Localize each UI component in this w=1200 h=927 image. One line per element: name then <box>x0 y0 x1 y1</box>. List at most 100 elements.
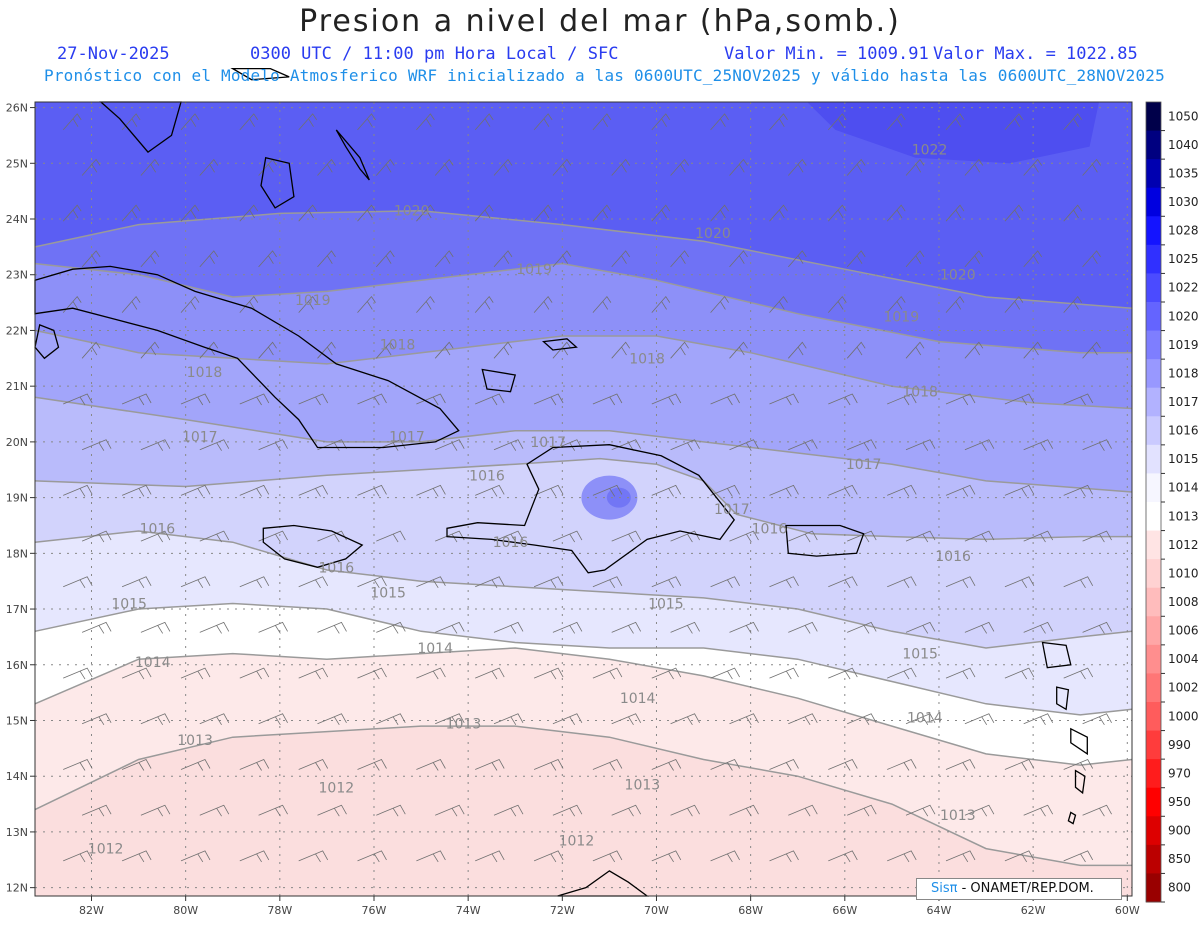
isobar-label: 1013 <box>177 733 213 749</box>
wind-barb <box>828 850 858 863</box>
lon-tick-label: 64W <box>927 904 952 917</box>
wind-barb <box>121 295 141 313</box>
wind-barb <box>298 204 318 222</box>
wind-barb <box>1063 393 1094 406</box>
coast-isle-of-youth <box>34 324 60 360</box>
wind-barb <box>416 295 435 313</box>
wind-barb <box>180 484 211 497</box>
wind-barb <box>475 576 505 589</box>
wind-barb <box>769 113 788 131</box>
color-bar-swatch <box>1146 530 1161 560</box>
color-bar-label: 1030 <box>1168 195 1199 209</box>
wind-barb <box>493 621 524 634</box>
max-value: Valor Max. = 1022.85 <box>933 44 1138 64</box>
lat-tick-label: 24N <box>6 213 28 226</box>
lon-tick-label: 68W <box>738 904 763 917</box>
pressure-band-9 <box>35 726 1132 896</box>
wind-barb <box>964 439 995 451</box>
wind-barb <box>1004 113 1024 131</box>
lat-tick-label: 23N <box>6 269 28 282</box>
wind-barb <box>1023 713 1054 726</box>
wind-barb <box>475 850 505 863</box>
color-bar-swatch <box>1146 130 1161 160</box>
wind-barb <box>887 667 917 680</box>
color-bar-label: 950 <box>1168 795 1191 809</box>
wind-barb <box>651 758 682 771</box>
wind-barb <box>376 804 406 817</box>
wind-barb <box>592 204 612 222</box>
wind-barb <box>180 758 211 771</box>
wind-barb <box>670 439 700 451</box>
wind-barb <box>769 667 799 680</box>
wind-barb <box>670 530 700 543</box>
wind-barb <box>1082 804 1112 817</box>
lat-tick-label: 22N <box>6 324 28 337</box>
wind-barb <box>651 850 682 863</box>
isobar-b1314 <box>34 647 1133 766</box>
wind-barb <box>552 804 583 817</box>
wind-barb <box>905 804 936 817</box>
wind-barb <box>1063 667 1094 680</box>
wind-barb <box>357 295 376 313</box>
wind-barb <box>827 113 847 131</box>
wind-barb <box>729 530 759 543</box>
wind-barb <box>375 341 395 359</box>
wind-barb <box>592 758 623 771</box>
wind-barb <box>964 804 995 817</box>
lat-tick-label: 16N <box>6 659 28 672</box>
wind-barb <box>81 804 112 817</box>
wind-barb <box>199 158 219 176</box>
color-bar-label: 1050 <box>1168 109 1199 123</box>
map-axes: 82W 80W 78W 76W 74W 72W 70W 68W 66W 64W 62W 60W 12N 1… <box>6 102 1140 917</box>
wind-barb <box>298 667 329 680</box>
wind-barb <box>611 341 631 359</box>
wind-barb <box>493 250 513 268</box>
color-bar-label: 1040 <box>1168 138 1199 152</box>
wind-barb <box>493 530 524 543</box>
wind-barb <box>317 250 336 268</box>
color-bar-label: 990 <box>1168 738 1191 752</box>
isobar-label: 1016 <box>469 468 505 484</box>
lon-tick-label: 62W <box>1021 904 1046 917</box>
wind-barb <box>964 158 984 176</box>
wind-barb <box>945 667 976 680</box>
isobar-label: 1016 <box>493 535 529 551</box>
wind-barb <box>592 667 623 680</box>
wind-barb <box>964 250 984 268</box>
isobar-label: 1014 <box>135 655 171 671</box>
isobar-label: 1014 <box>417 641 453 657</box>
wind-barb <box>63 850 93 863</box>
wind-barb <box>769 295 788 313</box>
wind-barb <box>1004 204 1024 222</box>
wind-barb <box>1023 250 1043 268</box>
wind-barb <box>416 758 446 771</box>
pressure-band-1 <box>35 210 1132 353</box>
color-bar-label: 1017 <box>1168 395 1199 409</box>
wind-barb <box>729 713 759 726</box>
wind-barb <box>475 393 505 406</box>
color-bar-swatch <box>1146 216 1161 246</box>
wind-barb <box>945 295 965 313</box>
coast-turks <box>541 338 578 351</box>
lon-tick-label: 80W <box>173 904 198 917</box>
wind-barb <box>258 804 288 817</box>
wind-barb <box>827 295 847 313</box>
wind-barb <box>63 393 93 406</box>
wind-barb <box>317 158 336 176</box>
isobar-label: 1017 <box>714 502 750 518</box>
wind-barb <box>140 439 171 451</box>
wind-barb <box>729 804 759 817</box>
wind-barb <box>81 439 112 451</box>
wind-barb <box>317 621 347 634</box>
color-bar-swatch <box>1146 444 1161 474</box>
coast-inagua <box>481 368 517 393</box>
color-bar-swatch <box>1146 759 1161 789</box>
lon-tick-label: 66W <box>832 904 857 917</box>
color-bar-swatch <box>1146 244 1161 274</box>
color-bar-label: 1019 <box>1168 338 1199 352</box>
wind-barb <box>298 113 318 131</box>
wind-barb <box>121 393 152 406</box>
wind-barb <box>199 341 219 359</box>
wind-barb <box>435 804 465 817</box>
wind-barb <box>847 804 877 817</box>
